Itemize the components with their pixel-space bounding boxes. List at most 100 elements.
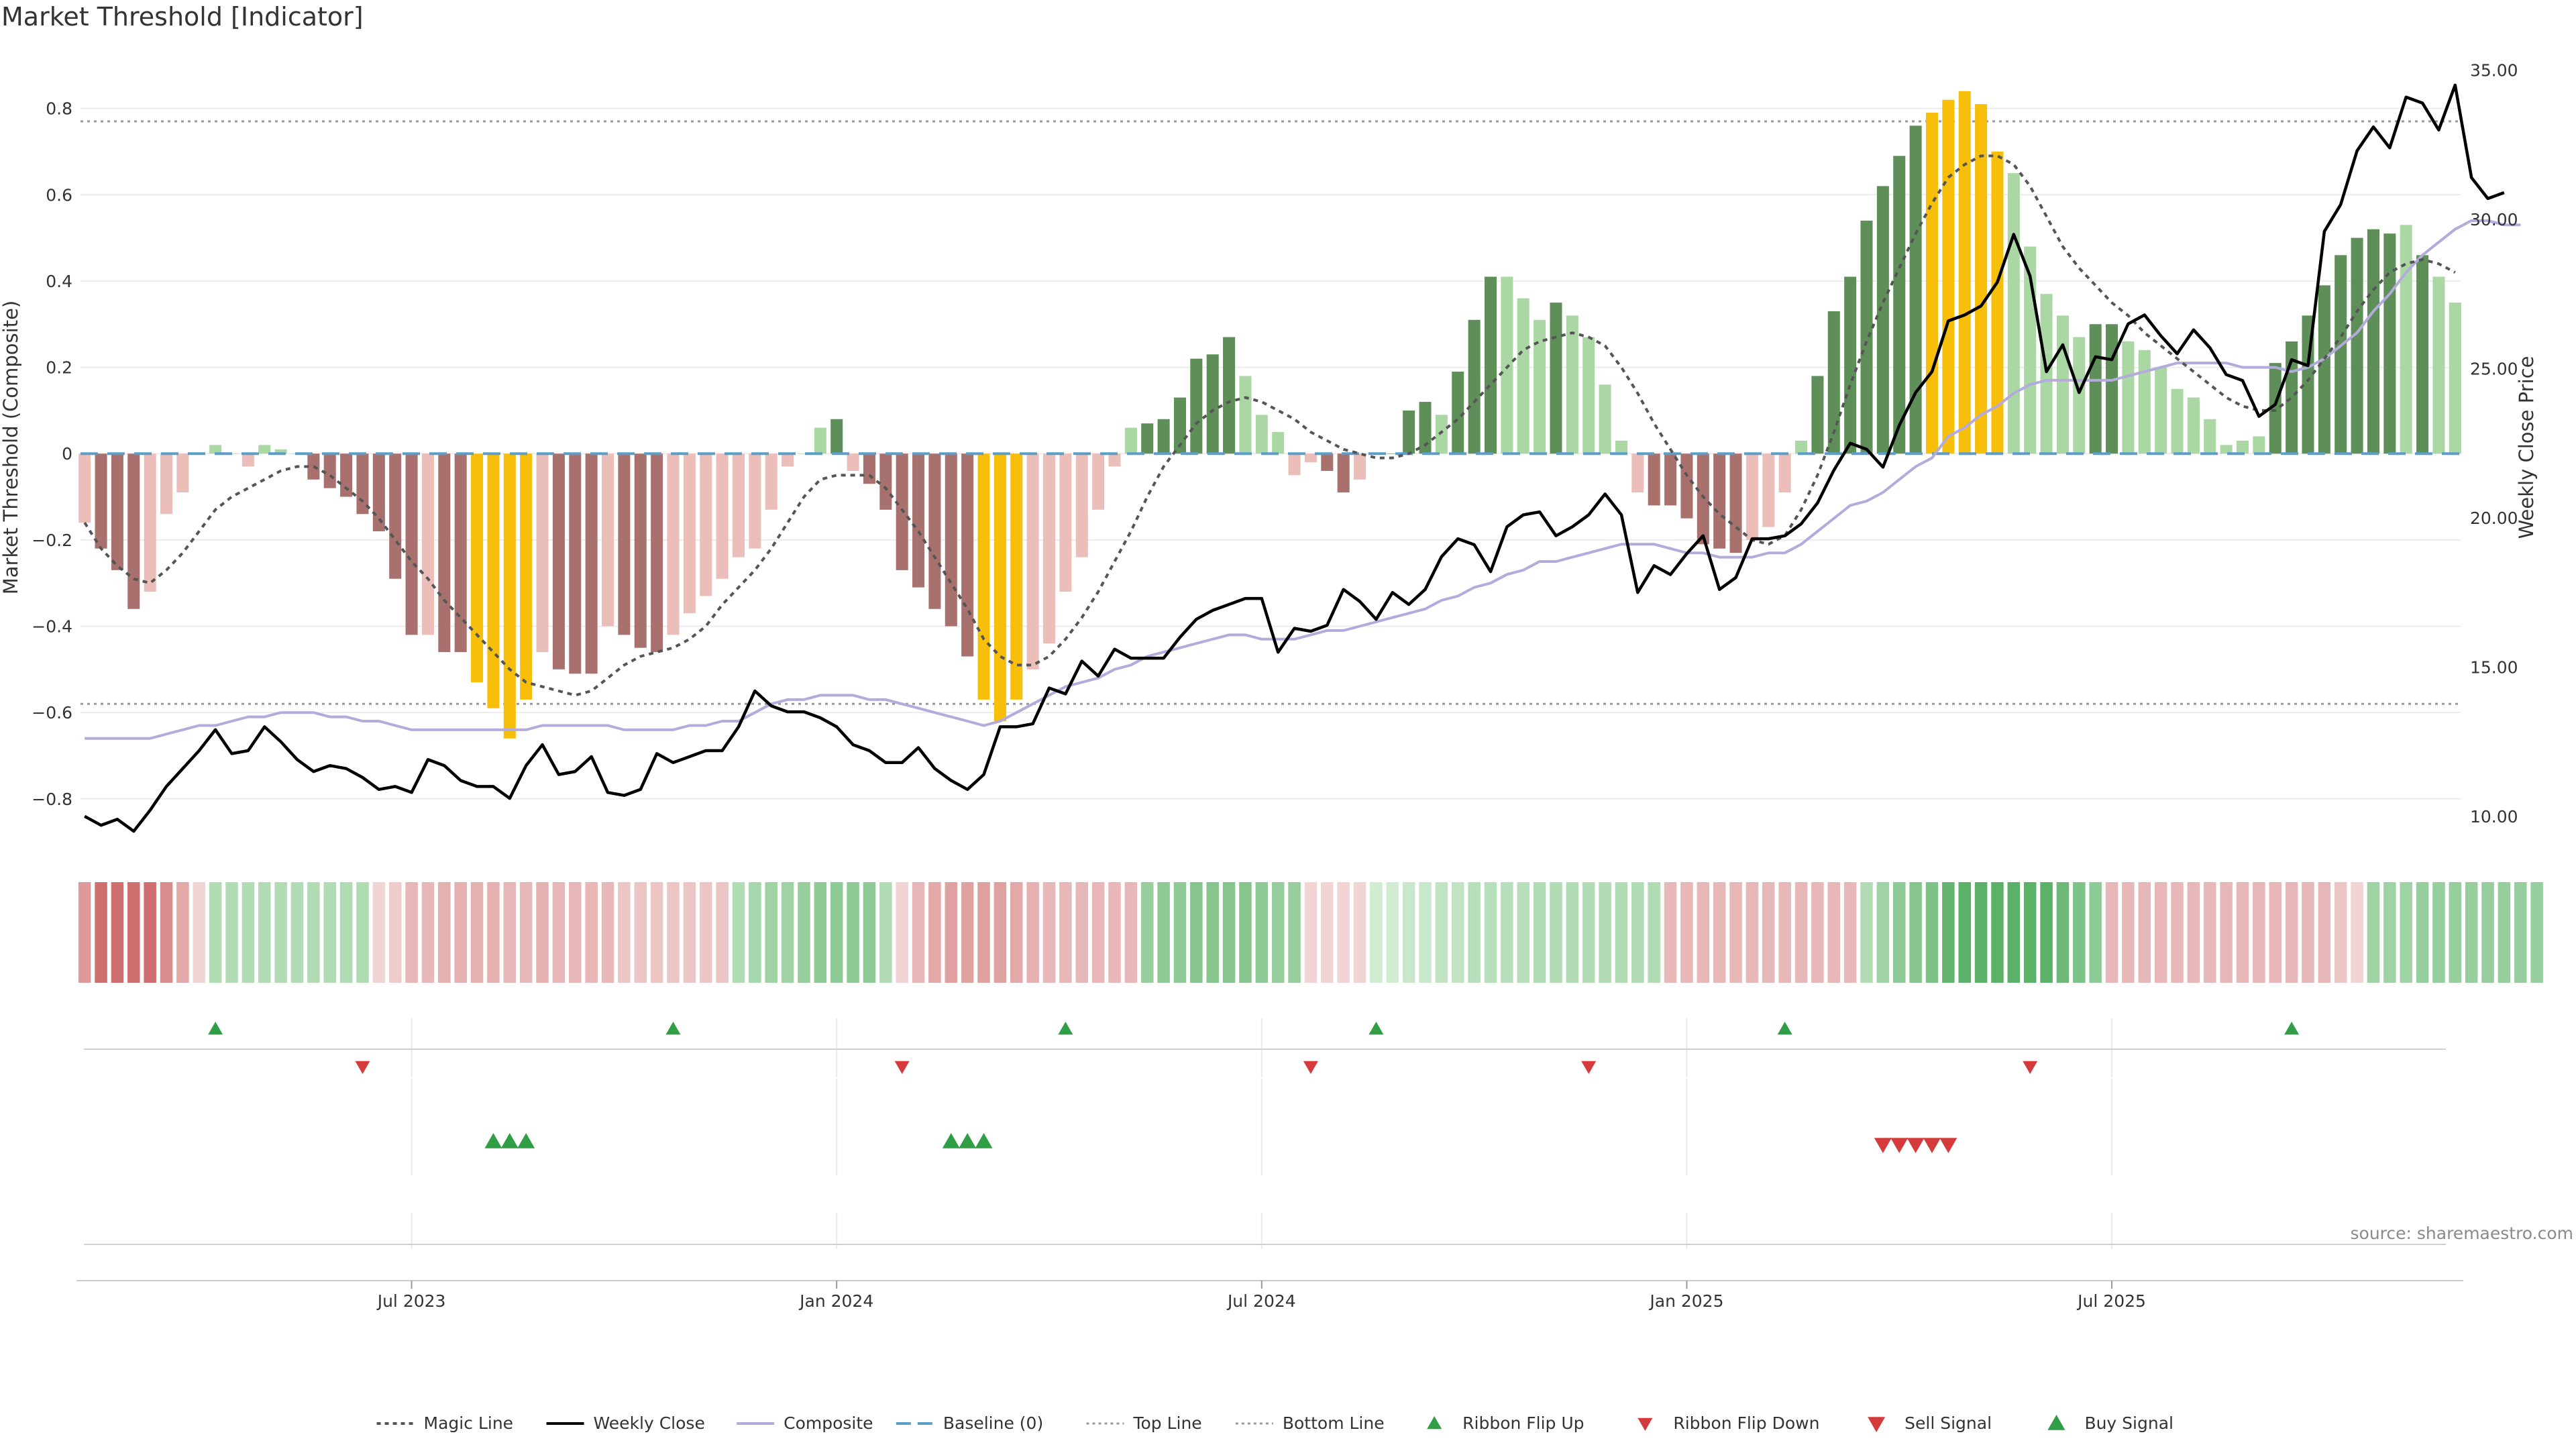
composite-bar (1615, 440, 1627, 454)
composite-bar (2056, 315, 2069, 454)
composite-bar (879, 453, 892, 510)
ribbon-heatmap (78, 882, 2543, 983)
ribbon-cell (258, 882, 271, 983)
composite-bar (372, 453, 385, 531)
ribbon-cell (1827, 882, 1841, 983)
composite-bar (683, 453, 696, 614)
legend-label: Top Line (1132, 1413, 1201, 1433)
ribbon-cell (421, 882, 435, 983)
gridlines (80, 107, 2461, 1249)
composite-bar (487, 453, 500, 708)
composite-bar (1844, 276, 1857, 454)
composite-bar (389, 453, 402, 579)
composite-bar (814, 427, 826, 454)
ribbon-cell (1811, 882, 1824, 983)
composite-bar (798, 453, 810, 454)
composite-bar (111, 453, 123, 570)
ribbon-cell (323, 882, 336, 983)
ribbon-cell (1222, 882, 1236, 983)
composite-bar (782, 453, 794, 467)
right-tick-label: 15.00 (2470, 657, 2518, 677)
legend-label: Buy Signal (2084, 1413, 2174, 1433)
ribbon-flip-up-marker (2284, 1022, 2300, 1035)
sell-signal-marker (1890, 1138, 1909, 1153)
composite-bar (2040, 294, 2053, 454)
ribbon-cell (1353, 882, 1366, 983)
ribbon-cell (1778, 882, 1791, 983)
ribbon-cell (1582, 882, 1595, 983)
ribbon-cell (144, 882, 156, 983)
composite-bar (2220, 445, 2233, 454)
ribbon-cell (1091, 882, 1105, 983)
threshold-lines (80, 120, 2461, 705)
legend-label: Ribbon Flip Down (1673, 1413, 1819, 1433)
ribbon-cell (2138, 882, 2151, 983)
ribbon-cell (1173, 882, 1187, 983)
composite-bar (144, 453, 156, 592)
ribbon-cell (847, 882, 859, 983)
ribbon-cell (2122, 882, 2135, 983)
ribbon-cell (879, 882, 892, 983)
legend-label: Sell Signal (1904, 1413, 1992, 1433)
composite-bar (1909, 125, 1922, 454)
ribbon-cell (1680, 882, 1693, 983)
ribbon-cell (1386, 882, 1399, 983)
ribbon-cell (749, 882, 761, 983)
ribbon-cell (1042, 882, 1056, 983)
ribbon-cell (2432, 882, 2445, 983)
composite-bar (552, 453, 565, 669)
ribbon-flip-up-marker (1368, 1022, 1384, 1035)
composite-bar (1975, 104, 1988, 454)
composite-bar (2269, 363, 2282, 454)
composite-bar (160, 453, 173, 515)
ribbon-cell (1059, 882, 1072, 983)
ribbon-cell (111, 882, 124, 983)
ribbon-cell (339, 882, 353, 983)
legend: Magic Line Weekly Close Composite Baseline … (376, 1413, 2174, 1433)
composite-bar (2155, 367, 2167, 454)
ribbon-cell (2073, 882, 2086, 983)
ribbon-cell (798, 882, 810, 983)
ribbon-cell (274, 882, 287, 983)
composite-bar (438, 453, 451, 653)
legend-label: Magic Line (424, 1413, 514, 1433)
composite-bar (1517, 298, 1529, 454)
right-tick-label: 25.00 (2470, 360, 2518, 379)
ribbon-cell (1942, 882, 1955, 983)
composite-bar (1108, 453, 1121, 467)
series-lines (80, 83, 2521, 833)
composite-bar (1876, 186, 1889, 454)
composite-bar (830, 419, 843, 454)
ribbon-cell (356, 882, 369, 983)
composite-bar (2383, 233, 2396, 454)
ribbon-cell (896, 882, 908, 983)
chart-title: Market Threshold [Indicator] (1, 2, 364, 32)
ribbon-cell (2481, 882, 2494, 983)
ribbon-cell (1713, 882, 1726, 983)
ribbon-cell (1501, 882, 1513, 983)
ribbon-cell (1892, 882, 1906, 983)
ribbon-cell (961, 882, 974, 983)
ribbon-cell (2351, 882, 2363, 983)
composite-bar (1827, 311, 1840, 454)
composite-bar (1893, 156, 1906, 454)
ribbon-cell (1746, 882, 1759, 983)
ribbon-cell (209, 882, 222, 983)
ribbon-cell (1991, 882, 2004, 983)
ribbon-cell (193, 882, 206, 983)
composite-bar (1762, 453, 1775, 527)
composite-bar (863, 453, 875, 484)
ribbon-cell (1451, 882, 1464, 983)
ribbon-cell (1664, 882, 1677, 983)
composite-bar (1631, 453, 1644, 493)
ribbon-cell (2530, 882, 2543, 983)
legend-label: Composite (784, 1413, 873, 1433)
legend-swatch-ribbon-flip-down (1638, 1417, 1653, 1431)
composite-bar (1124, 427, 1137, 454)
ribbon-cell (1517, 882, 1529, 983)
composite-bar (1582, 337, 1595, 454)
composite-bar (1942, 99, 1955, 454)
ribbon-cell (732, 882, 745, 983)
ribbon-cell (830, 882, 843, 983)
legend-label: Baseline (0) (943, 1413, 1043, 1433)
